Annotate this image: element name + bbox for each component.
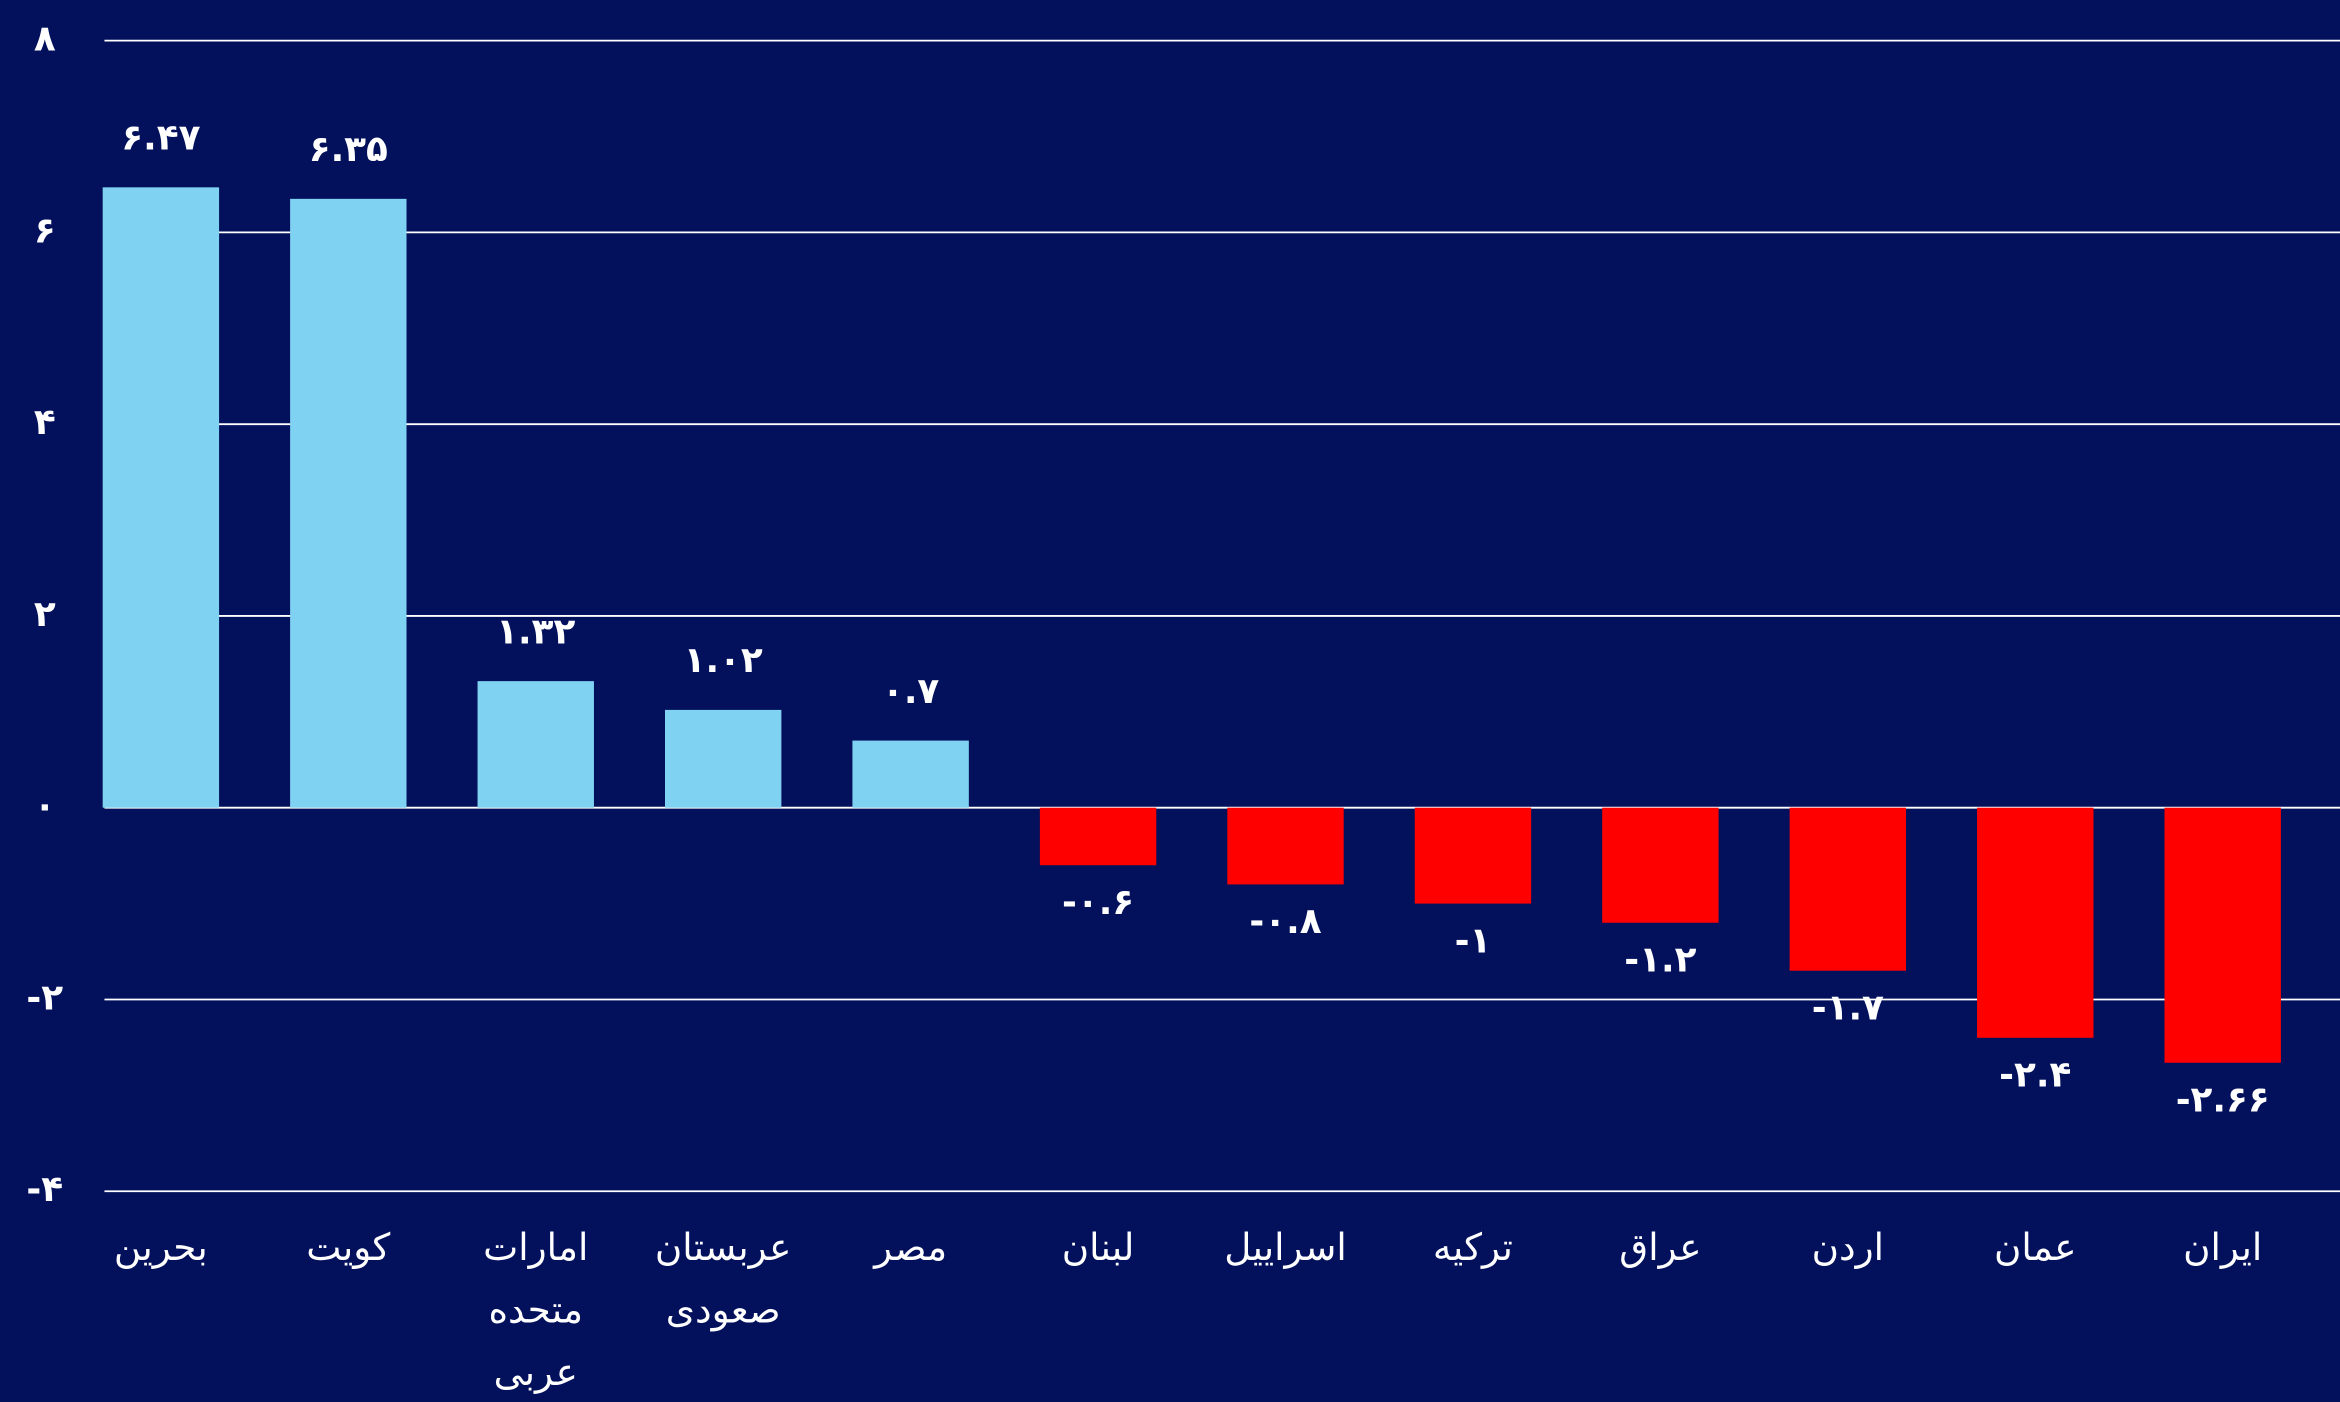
x-label-box: مصر xyxy=(874,1225,948,1269)
value-label: -۲.۶۶ xyxy=(2176,1080,2270,1121)
y-tick-label: ۸ xyxy=(34,19,56,60)
bar xyxy=(1789,807,1907,971)
value-label: ۶.۴۷ xyxy=(121,118,200,159)
bar xyxy=(1039,807,1157,866)
y-tick-label: ۰ xyxy=(34,786,56,827)
x-tick-label: مصر xyxy=(874,1225,948,1269)
value-label: -۲.۴ xyxy=(1999,1055,2071,1096)
value-label: -۰.۶ xyxy=(1062,882,1134,923)
value-label: ۱.۰۲ xyxy=(684,640,763,681)
x-label-box: ایران xyxy=(2183,1225,2263,1269)
bar xyxy=(1602,807,1719,923)
bar xyxy=(1227,807,1344,885)
bar xyxy=(477,681,594,808)
x-tick-label: عربستان صعودی xyxy=(654,1225,792,1332)
x-tick-label: امارات متحده عربی xyxy=(483,1225,589,1395)
y-tick-label: ۲ xyxy=(34,594,56,635)
value-label: -۱.۲ xyxy=(1624,940,1696,981)
value-label: ۱.۳۲ xyxy=(496,611,575,652)
x-label-box: لبنان xyxy=(1061,1225,1135,1269)
y-tick-label: ۴ xyxy=(34,402,56,443)
x-label-box: عربستان صعودی xyxy=(654,1225,792,1332)
y-tick-label: ۶ xyxy=(34,210,56,251)
bar xyxy=(852,740,969,808)
x-tick-label: ایران xyxy=(2183,1225,2263,1269)
x-label-box: اسراییل xyxy=(1224,1225,1347,1269)
x-label-box: امارات متحده عربی xyxy=(483,1225,589,1395)
x-label-box: عراق xyxy=(1619,1225,1702,1269)
bar xyxy=(1977,807,2094,1038)
x-tick-label: اردن xyxy=(1811,1225,1884,1269)
bar xyxy=(2164,807,2281,1063)
value-label: -۰.۸ xyxy=(1249,901,1321,942)
x-label-box: اردن xyxy=(1811,1225,1884,1269)
value-label: -۱ xyxy=(1455,920,1492,961)
x-label-box: بحرین xyxy=(113,1225,208,1269)
x-label-box: عمان xyxy=(1993,1225,2077,1269)
x-tick-label: کویت xyxy=(306,1225,391,1269)
x-tick-label: بحرین xyxy=(113,1225,208,1269)
value-label: ۶.۳۵ xyxy=(309,129,388,170)
bar xyxy=(1414,807,1532,904)
x-tick-label: عراق xyxy=(1619,1225,1702,1269)
x-tick-label: ترکیه xyxy=(1432,1225,1513,1269)
x-tick-label: اسراییل xyxy=(1224,1225,1347,1269)
x-label-box: کویت xyxy=(306,1225,391,1269)
x-tick-label: لبنان xyxy=(1061,1225,1135,1269)
y-tick-label: -۲ xyxy=(26,977,63,1018)
x-tick-label: عمان xyxy=(1993,1225,2077,1269)
bar xyxy=(102,187,220,808)
bar xyxy=(290,198,407,808)
value-label: -۱.۷ xyxy=(1812,988,1884,1029)
x-label-box: ترکیه xyxy=(1432,1225,1513,1269)
bar xyxy=(664,709,782,808)
y-tick-label: -۴ xyxy=(26,1169,63,1210)
value-label: ۰.۷ xyxy=(882,671,939,712)
